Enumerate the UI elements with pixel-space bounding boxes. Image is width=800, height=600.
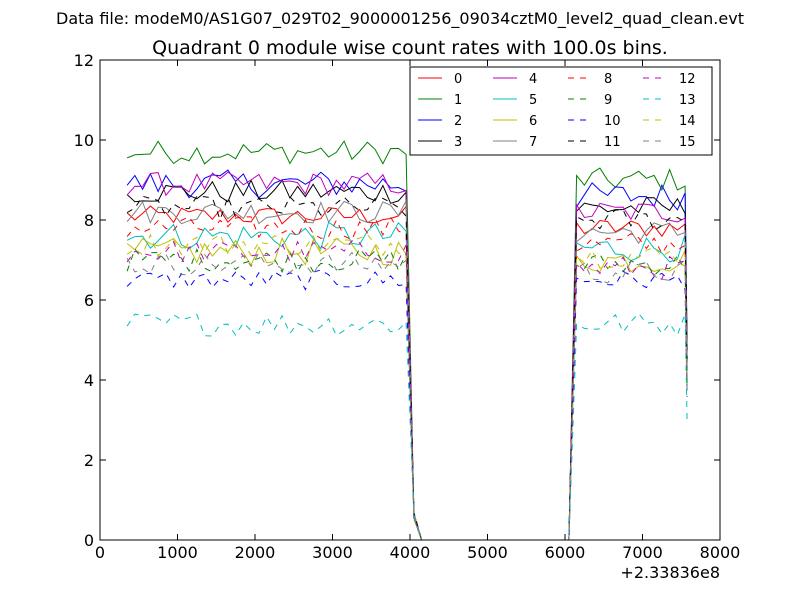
legend-label-1: 1 xyxy=(454,93,462,108)
legend-label-15: 15 xyxy=(679,135,696,150)
x-tick-label: 2000 xyxy=(235,543,276,562)
x-tick-label: 8000 xyxy=(700,543,741,562)
x-tick-label: 0 xyxy=(95,543,105,562)
legend-label-3: 3 xyxy=(454,135,462,150)
x-offset-label: +2.33836e8 xyxy=(620,563,720,582)
series-line-12 xyxy=(126,240,688,541)
y-tick-label: 8 xyxy=(84,211,94,230)
legend-label-8: 8 xyxy=(604,72,612,87)
series-line-14 xyxy=(126,233,688,541)
x-tick-label: 3000 xyxy=(312,543,353,562)
series-line-2 xyxy=(126,169,688,541)
x-tick-label: 6000 xyxy=(545,543,586,562)
y-tick-label: 4 xyxy=(84,371,94,390)
legend-label-12: 12 xyxy=(679,72,696,87)
chart-title: Quadrant 0 module wise count rates with … xyxy=(152,37,668,59)
legend-label-9: 9 xyxy=(604,93,612,108)
series-line-1 xyxy=(126,140,688,541)
y-tick-label: 0 xyxy=(84,531,94,550)
legend-label-13: 13 xyxy=(679,93,696,108)
series-line-9 xyxy=(126,247,688,541)
legend-label-7: 7 xyxy=(529,135,537,150)
series-line-0 xyxy=(126,205,688,541)
y-tick-label: 12 xyxy=(74,51,94,70)
legend-label-2: 2 xyxy=(454,114,462,129)
x-tick-label: 7000 xyxy=(622,543,663,562)
x-tick-label: 1000 xyxy=(157,543,198,562)
legend-label-5: 5 xyxy=(529,93,537,108)
legend-box xyxy=(409,66,713,156)
legend-label-14: 14 xyxy=(679,114,696,129)
y-tick-label: 6 xyxy=(84,291,94,310)
series-line-8 xyxy=(126,215,688,541)
series-line-6 xyxy=(126,236,688,541)
legend-label-0: 0 xyxy=(454,72,462,87)
series-line-3 xyxy=(126,179,688,541)
y-tick-label: 10 xyxy=(74,131,94,150)
y-tick-label: 2 xyxy=(84,451,94,470)
axis-ticks: 0 1000 2000 3000 4000 5000 6000 7000 80000246810… xyxy=(74,51,741,562)
legend-label-4: 4 xyxy=(529,72,537,87)
series-line-10 xyxy=(126,269,688,541)
legend-label-6: 6 xyxy=(529,114,537,129)
series-line-15 xyxy=(126,251,688,541)
series-line-13 xyxy=(126,312,688,541)
figure-suptitle: Data file: modeM0/AS1G07_029T02_90000012… xyxy=(56,9,744,29)
x-tick-label: 5000 xyxy=(467,543,508,562)
legend-label-11: 11 xyxy=(604,135,621,150)
series-line-7 xyxy=(126,198,688,541)
x-tick-label: 4000 xyxy=(390,543,431,562)
legend-label-10: 10 xyxy=(604,114,621,129)
plot-area xyxy=(126,140,688,541)
series-line-4 xyxy=(126,171,688,541)
series-line-11 xyxy=(126,195,688,541)
